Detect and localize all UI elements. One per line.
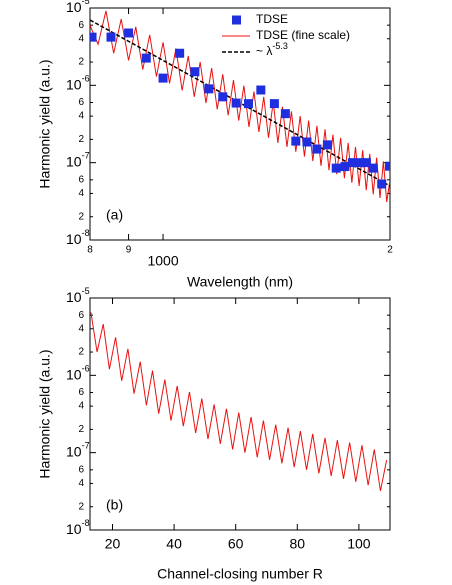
y-tick-base: 10 — [66, 366, 82, 382]
x-tick-label: 20 — [105, 536, 121, 552]
marker — [368, 163, 378, 173]
plot-frame — [89, 297, 391, 531]
y-tick-label: 10-5 — [66, 0, 90, 15]
marker — [280, 109, 290, 119]
marker — [269, 99, 279, 109]
y-tick-label: 4 — [78, 111, 84, 122]
x-tick-label: 40 — [166, 536, 182, 552]
marker — [158, 73, 168, 83]
y-tick-base: 10 — [66, 76, 82, 92]
y-tick-label: 6 — [78, 387, 84, 398]
y-tick-base: 10 — [66, 521, 82, 537]
marker — [106, 32, 116, 42]
x-tick-label: 8 — [87, 245, 93, 256]
marker — [361, 158, 371, 168]
marker — [302, 137, 312, 147]
legend-label: TDSE (fine scale) — [256, 28, 350, 42]
y-tick-label: 6 — [78, 174, 84, 185]
x-tick-label: 60 — [228, 536, 244, 552]
y-axis-label: Harmonic yield (a.u.) — [37, 59, 53, 188]
y-tick-label: 10-7 — [66, 151, 90, 169]
marker — [355, 158, 365, 168]
marker — [256, 85, 266, 95]
marker — [291, 136, 301, 146]
y-tick-label: 4 — [78, 188, 84, 199]
y-tick-exponent: -5 — [82, 286, 90, 296]
y-tick-label: 4 — [78, 33, 84, 44]
marker — [243, 99, 253, 109]
x-tick-label: 9 — [126, 245, 132, 256]
y-tick-label: 2 — [78, 424, 84, 435]
y-tick-label: 10-6 — [66, 364, 90, 382]
marker — [204, 84, 214, 94]
marker — [231, 98, 241, 108]
legend-name: ~ λ — [256, 44, 272, 58]
marker — [190, 67, 200, 77]
plot-area — [90, 10, 390, 203]
y-tick-label: 6 — [78, 20, 84, 31]
marker — [218, 92, 228, 102]
marker — [347, 158, 357, 168]
y-tick-label: 2 — [78, 57, 84, 68]
y-axis-label: Harmonic yield (a.u.) — [37, 349, 53, 478]
x-tick-label: 100 — [347, 536, 371, 552]
y-tick-exponent: -8 — [82, 518, 90, 528]
y-tick-base: 10 — [66, 443, 82, 459]
y-tick-label: 6 — [78, 310, 84, 321]
y-tick-label: 2 — [78, 347, 84, 358]
y-tick-label: 4 — [78, 401, 84, 412]
legend-name: TDSE (fine scale) — [256, 28, 350, 42]
x-tick-label: 80 — [290, 536, 306, 552]
y-tick-label: 10-6 — [66, 74, 90, 92]
y-tick-label: 4 — [78, 323, 84, 334]
marker — [340, 162, 350, 172]
y-tick-exponent: -6 — [82, 364, 90, 374]
legend-label: ~ λ-5.3 — [256, 41, 288, 58]
y-tick-label: 10-8 — [66, 518, 90, 536]
plot-frame — [89, 7, 391, 241]
marker — [312, 144, 322, 154]
y-tick-exponent: -7 — [82, 441, 90, 451]
legend-name: TDSE — [256, 12, 288, 26]
y-tick-label: 2 — [78, 501, 84, 512]
marker — [90, 32, 97, 42]
y-tick-exponent: -5 — [82, 0, 90, 6]
x-tick-label: 2 — [387, 245, 393, 256]
plot-area — [90, 312, 388, 492]
legend-exponent: -5.3 — [272, 41, 288, 51]
y-tick-label: 10-7 — [66, 441, 90, 459]
marker — [124, 28, 134, 38]
y-tick-label: 6 — [78, 97, 84, 108]
y-tick-label: 10-5 — [66, 286, 90, 304]
y-tick-exponent: -8 — [82, 228, 90, 238]
x-axis-label: Wavelength (nm) — [187, 274, 293, 290]
marker — [377, 179, 387, 189]
data-line — [90, 312, 388, 492]
panel-label: (a) — [106, 207, 123, 223]
y-tick-exponent: -6 — [82, 74, 90, 84]
y-tick-base: 10 — [66, 231, 82, 247]
legend-marker — [232, 15, 241, 25]
marker — [175, 48, 185, 58]
y-tick-label: 2 — [78, 134, 84, 145]
x-axis-label: Channel-closing number R — [157, 566, 323, 582]
panel-label: (b) — [106, 497, 123, 513]
y-tick-label: 4 — [78, 478, 84, 489]
y-tick-base: 10 — [66, 153, 82, 169]
marker — [331, 163, 341, 173]
y-tick-label: 10-8 — [66, 228, 90, 246]
marker — [322, 140, 332, 150]
x-tick-label: 1000 — [147, 253, 178, 269]
marker — [141, 53, 151, 63]
y-tick-label: 6 — [78, 464, 84, 475]
y-tick-base: 10 — [66, 289, 82, 305]
y-tick-exponent: -7 — [82, 151, 90, 161]
y-tick-label: 2 — [78, 211, 84, 222]
marker — [385, 161, 390, 171]
y-tick-base: 10 — [66, 0, 82, 15]
legend-label: TDSE — [256, 12, 288, 26]
